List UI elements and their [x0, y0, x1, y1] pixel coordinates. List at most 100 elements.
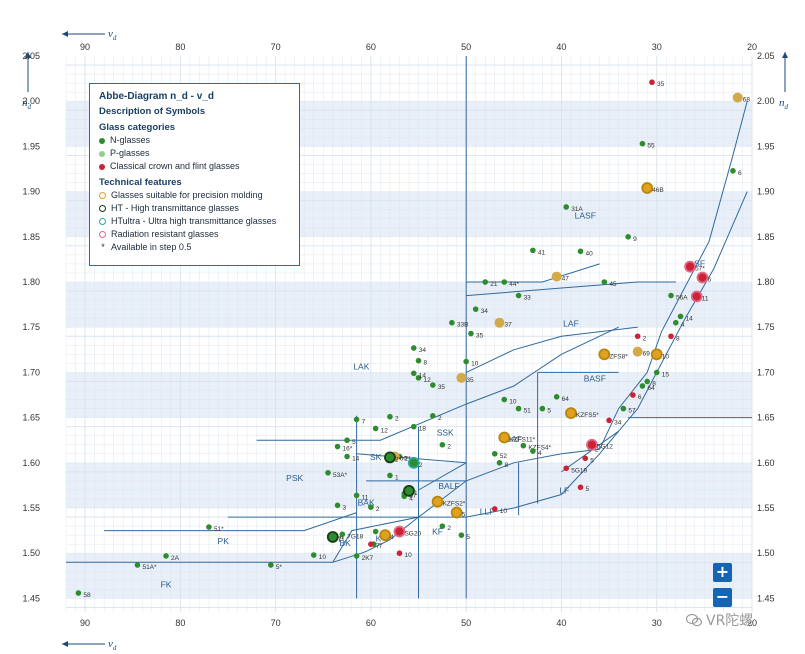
zoom-out-button[interactable]: − — [713, 588, 732, 607]
legend-item-htultra[interactable]: HTultra - Ultra high transmittance glass… — [99, 215, 290, 228]
data-point[interactable] — [498, 431, 511, 444]
data-point[interactable] — [649, 79, 655, 86]
data-point[interactable] — [403, 484, 415, 497]
data-point[interactable] — [641, 182, 654, 194]
zoom-in-button[interactable]: + — [713, 563, 732, 582]
data-point[interactable] — [634, 333, 641, 340]
data-point[interactable] — [520, 442, 527, 449]
data-point[interactable] — [650, 348, 663, 361]
data-point[interactable] — [690, 290, 703, 303]
data-point[interactable] — [134, 562, 141, 568]
data-point[interactable] — [668, 333, 674, 340]
data-point[interactable] — [620, 405, 627, 412]
data-point[interactable] — [439, 523, 446, 529]
data-point[interactable] — [501, 396, 508, 403]
data-point[interactable] — [384, 451, 396, 464]
data-point[interactable] — [563, 465, 570, 472]
data-point[interactable] — [163, 553, 169, 559]
data-point[interactable] — [415, 375, 422, 381]
data-point[interactable] — [415, 357, 422, 364]
data-point[interactable] — [463, 358, 469, 365]
data-point[interactable] — [450, 506, 463, 519]
data-point[interactable] — [396, 550, 403, 557]
data-point[interactable] — [410, 370, 417, 377]
data-point[interactable] — [334, 502, 341, 509]
data-point[interactable] — [482, 279, 489, 285]
legend-item-radiation-resistant[interactable]: Radiation resistant glasses — [99, 228, 290, 241]
data-point[interactable] — [372, 425, 379, 432]
data-point[interactable] — [644, 378, 650, 385]
data-point[interactable] — [586, 438, 598, 451]
data-point[interactable] — [430, 382, 436, 388]
data-point[interactable] — [325, 469, 331, 476]
data-point[interactable] — [530, 448, 536, 454]
legend-item-precision-molding[interactable]: Glasses suitable for precision molding — [99, 189, 290, 202]
data-point[interactable] — [582, 455, 589, 462]
data-point[interactable] — [353, 416, 360, 423]
data-point[interactable] — [696, 271, 709, 284]
data-point[interactable] — [684, 260, 696, 273]
data-point[interactable] — [577, 248, 584, 255]
data-point[interactable] — [368, 504, 374, 510]
data-point[interactable] — [430, 413, 436, 419]
data-point[interactable] — [75, 590, 82, 596]
legend-item-n-glasses[interactable]: N-glasses — [99, 134, 290, 147]
data-point[interactable] — [625, 234, 631, 240]
legend-item-p-glasses[interactable]: P-glasses — [99, 147, 290, 160]
data-point[interactable] — [496, 460, 503, 466]
data-point[interactable] — [468, 330, 474, 337]
data-point[interactable] — [630, 392, 636, 398]
data-point[interactable] — [732, 92, 743, 103]
data-point[interactable] — [472, 306, 479, 312]
data-point[interactable] — [653, 369, 660, 376]
data-point[interactable] — [268, 562, 274, 568]
data-point[interactable] — [456, 372, 467, 383]
data-point[interactable] — [310, 552, 317, 558]
data-point[interactable] — [491, 506, 498, 512]
data-point[interactable] — [563, 204, 570, 210]
data-point[interactable] — [565, 407, 577, 420]
data-point[interactable] — [334, 443, 341, 450]
data-point[interactable] — [407, 456, 420, 469]
data-point[interactable] — [491, 450, 498, 457]
data-point[interactable] — [387, 472, 393, 479]
data-point[interactable] — [494, 317, 505, 328]
data-point[interactable] — [677, 313, 684, 320]
data-point[interactable] — [639, 383, 646, 389]
data-point[interactable] — [387, 413, 393, 420]
legend-item-ht[interactable]: HT - High transmittance glasses — [99, 202, 290, 215]
data-point[interactable] — [353, 492, 360, 499]
data-point[interactable] — [501, 279, 508, 285]
data-point[interactable] — [577, 484, 584, 491]
data-point[interactable] — [515, 405, 522, 412]
data-point[interactable] — [672, 319, 679, 326]
data-point[interactable] — [515, 292, 522, 299]
data-point[interactable] — [393, 525, 406, 538]
data-point[interactable] — [431, 495, 444, 508]
data-point[interactable] — [598, 348, 611, 361]
data-point[interactable] — [372, 528, 379, 535]
data-point[interactable] — [344, 437, 350, 444]
data-point[interactable] — [368, 541, 374, 547]
data-point[interactable] — [449, 319, 455, 326]
data-point[interactable] — [339, 531, 346, 538]
data-point[interactable] — [668, 292, 674, 299]
legend-item-classical-glasses[interactable]: Classical crown and flint glasses — [99, 160, 290, 173]
data-point[interactable] — [530, 247, 536, 254]
data-point[interactable] — [730, 168, 736, 174]
data-point[interactable] — [639, 140, 646, 147]
data-point[interactable] — [439, 441, 446, 448]
data-point[interactable] — [632, 346, 643, 357]
data-point[interactable] — [551, 271, 562, 282]
data-point[interactable] — [353, 553, 360, 559]
data-point[interactable] — [458, 532, 465, 538]
data-point[interactable] — [606, 417, 612, 424]
data-point[interactable] — [539, 405, 546, 412]
data-point[interactable] — [326, 531, 339, 543]
data-point[interactable] — [206, 524, 212, 530]
data-point[interactable] — [410, 345, 417, 351]
data-point[interactable] — [379, 529, 392, 542]
data-point[interactable] — [553, 394, 560, 400]
data-point[interactable] — [344, 453, 350, 460]
data-point[interactable] — [601, 279, 608, 285]
